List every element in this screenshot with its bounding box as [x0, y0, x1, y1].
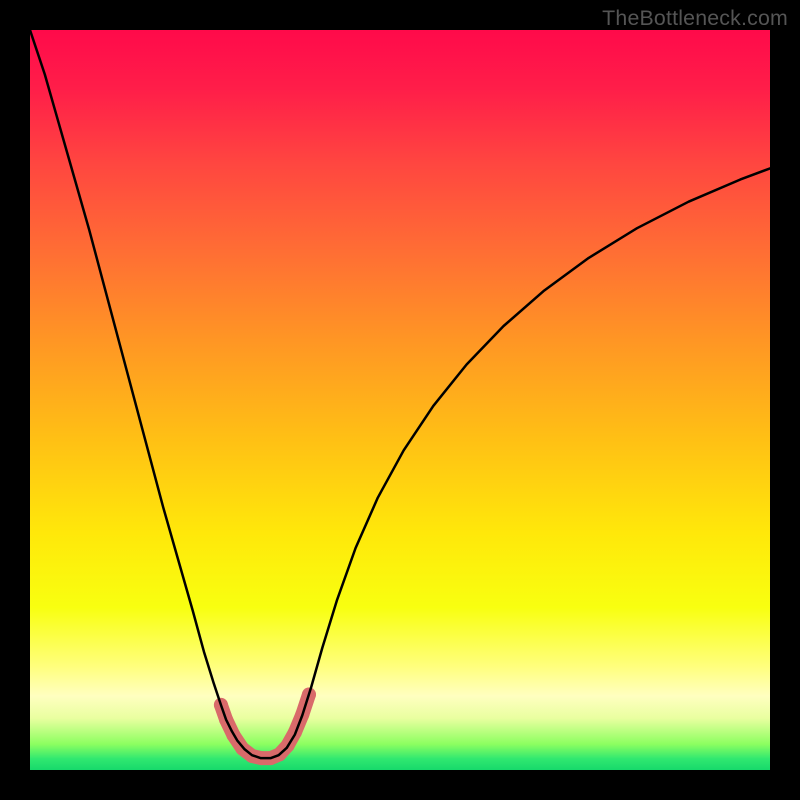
curve-layer	[30, 30, 770, 770]
watermark-text: TheBottleneck.com	[602, 6, 788, 31]
bottleneck-curve	[30, 30, 770, 758]
plot-area	[30, 30, 770, 770]
